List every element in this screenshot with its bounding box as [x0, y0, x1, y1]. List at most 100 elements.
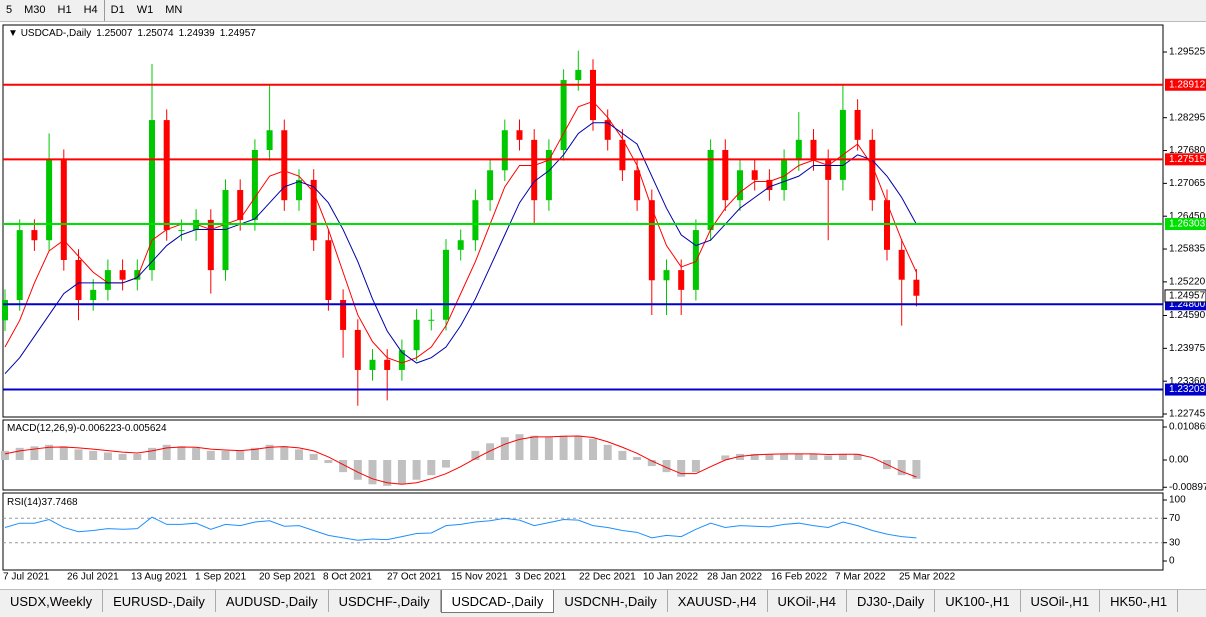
macd-bar — [618, 450, 627, 460]
candle-body — [457, 240, 464, 250]
candle-body — [913, 279, 920, 296]
macd-bar — [74, 449, 83, 460]
macd-bar — [177, 446, 186, 460]
candle-body — [898, 249, 905, 280]
level-label: 1.28912 — [1169, 79, 1206, 90]
y-tick-label: 1.24590 — [1169, 310, 1206, 321]
candle-body — [281, 130, 288, 201]
timeframe-button[interactable]: W1 — [136, 4, 154, 16]
moving-average — [4, 100, 917, 364]
macd-bar — [324, 459, 333, 464]
y-tick-label: 70 — [1169, 513, 1181, 524]
macd-bar — [780, 453, 789, 460]
candle-body — [825, 160, 832, 180]
macd-bar — [736, 453, 744, 460]
candle-body — [634, 170, 641, 201]
candle-body — [487, 170, 494, 201]
candle-body — [737, 170, 743, 201]
macd-bar — [530, 435, 539, 460]
indicator-name: MACD(12,26,9) — [7, 423, 77, 434]
chart-tab[interactable]: USDCNH-,Daily — [554, 590, 668, 612]
chart-tab[interactable]: HK50-,H1 — [1100, 590, 1179, 612]
header-value: 1.25007 — [96, 28, 133, 39]
candle-body — [149, 120, 155, 271]
macd-bar — [589, 438, 597, 460]
candle-body — [207, 219, 214, 271]
candle-body — [119, 270, 126, 280]
macd-bar — [559, 435, 568, 460]
x-tick-label: 28 Jan 2022 — [707, 572, 762, 583]
macd-bar — [339, 459, 348, 473]
macd-bar — [838, 453, 847, 460]
candle-body — [104, 270, 111, 290]
macd-bar — [912, 459, 921, 479]
chart-tab[interactable]: UK100-,H1 — [935, 590, 1021, 612]
candle-body — [134, 270, 141, 280]
macd-bar — [412, 459, 421, 480]
macd-bar — [427, 459, 436, 476]
level-label: 1.27515 — [1169, 154, 1206, 165]
timeframe-button[interactable]: M30 — [24, 4, 46, 16]
candle-body — [443, 249, 449, 320]
candle-body — [398, 350, 405, 370]
y-tick-label: 1.27065 — [1169, 178, 1206, 189]
x-tick-label: 8 Oct 2021 — [323, 572, 372, 583]
level-tag — [1165, 153, 1206, 166]
y-tick-label: 1.25835 — [1169, 244, 1206, 255]
y-tick-label: 1.23975 — [1169, 343, 1206, 354]
candle-body — [325, 240, 332, 301]
chart-tab[interactable]: XAUUSD-,H4 — [668, 590, 768, 612]
timeframe-button[interactable]: MN — [165, 4, 183, 16]
chart-tab[interactable]: UKOil-,H4 — [768, 590, 848, 612]
candle-body — [766, 179, 773, 191]
y-tick-label: 1.22745 — [1169, 409, 1206, 420]
chart-tab[interactable]: USDX,Weekly — [0, 590, 104, 612]
macd-bar — [118, 453, 127, 460]
macd-bar — [662, 459, 671, 473]
candle-body — [46, 160, 53, 241]
x-tick-label: 22 Dec 2021 — [579, 572, 636, 583]
x-tick-label: 26 Jul 2021 — [67, 572, 119, 583]
candle-body — [722, 149, 729, 201]
macd-bar — [515, 434, 524, 460]
x-tick-label: 3 Dec 2021 — [515, 572, 567, 583]
pane-frame — [2, 419, 1164, 491]
candle-body — [810, 139, 817, 161]
header-value: -0.006223 — [76, 423, 122, 434]
level-tag — [1165, 78, 1206, 91]
chart-tab[interactable]: AUDUSD-,Daily — [216, 590, 329, 612]
chart-tab[interactable]: DJ30-,Daily — [847, 590, 936, 612]
candle-body — [854, 109, 861, 140]
level-tag — [1165, 218, 1206, 231]
macd-bar — [309, 453, 318, 460]
candle-body — [31, 230, 38, 241]
y-tick-label: 1.28295 — [1169, 112, 1206, 123]
macd-bar — [192, 447, 201, 460]
macd-bar — [295, 449, 303, 460]
macd-bar — [353, 459, 362, 480]
timeframe-button[interactable]: D1 — [110, 4, 125, 16]
macd-bar — [691, 459, 700, 473]
timeframe-button[interactable]: H4 — [78, 0, 105, 21]
candle-body — [163, 120, 170, 231]
y-tick-label: 1.23360 — [1169, 376, 1206, 387]
macd-bar — [148, 447, 156, 460]
candle-body — [2, 300, 8, 321]
timeframe-button[interactable]: 5 — [6, 4, 13, 16]
macd-bar — [59, 446, 68, 460]
timeframe-button[interactable]: H1 — [57, 4, 72, 16]
macd-bar — [500, 437, 509, 460]
candle-body — [384, 359, 391, 370]
chart-tab[interactable]: USOil-,H1 — [1021, 590, 1101, 612]
candle-body — [16, 230, 23, 301]
chart-tab[interactable]: USDCHF-,Daily — [329, 590, 441, 612]
candle-body — [781, 160, 788, 191]
candle-body — [501, 130, 508, 171]
macd-bar — [794, 453, 803, 460]
macd-bar — [633, 456, 642, 460]
chart-tab[interactable]: EURUSD-,Daily — [103, 590, 216, 612]
candle-body — [590, 69, 596, 121]
chart-tab[interactable]: USDCAD-,Daily — [440, 590, 555, 613]
header-value: 37.7468 — [41, 497, 78, 508]
